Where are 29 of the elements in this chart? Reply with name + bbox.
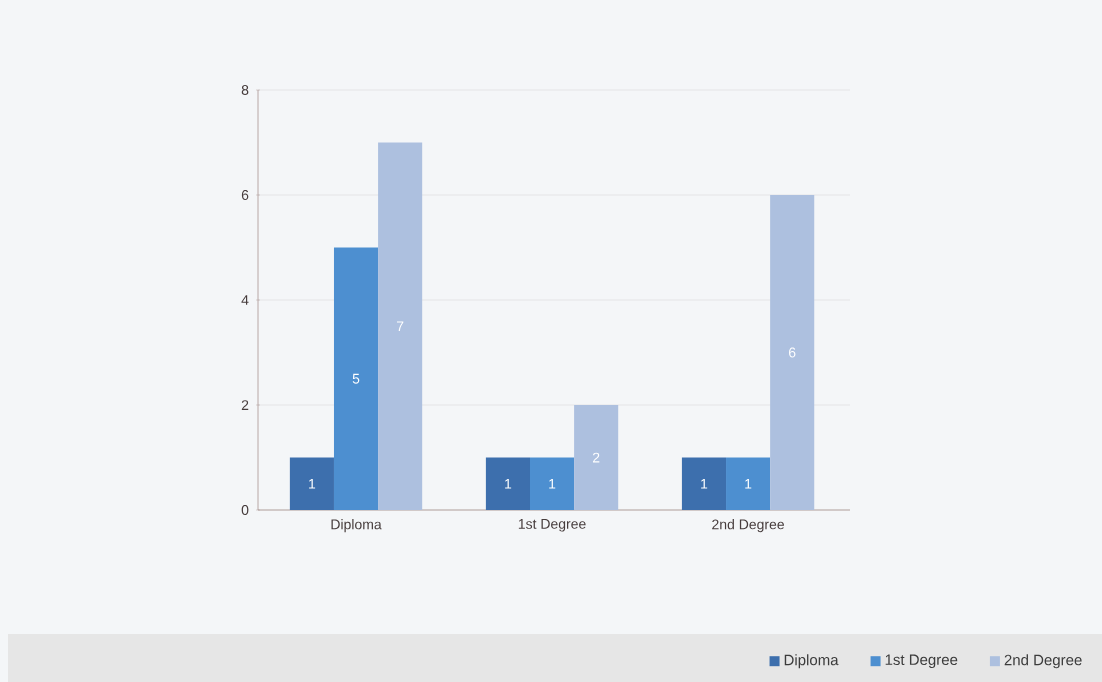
y-tick-label: 2 bbox=[241, 400, 249, 410]
legend-label: 2nd Degree bbox=[1004, 654, 1082, 669]
legend-label: Diploma bbox=[784, 654, 839, 669]
data-label: 7 bbox=[396, 321, 404, 332]
bar bbox=[770, 195, 815, 510]
data-label: 1 bbox=[745, 478, 752, 489]
data-label: 1 bbox=[309, 478, 316, 489]
y-tick-label: 8 bbox=[241, 85, 249, 95]
bar bbox=[485, 457, 530, 510]
data-label: 5 bbox=[352, 373, 360, 384]
bar bbox=[378, 142, 423, 510]
data-label: 1 bbox=[505, 478, 512, 489]
y-tick-label: 4 bbox=[241, 295, 249, 305]
data-label: 1 bbox=[701, 478, 708, 489]
data-label: 6 bbox=[789, 347, 796, 358]
x-tick-label: 1st Degree bbox=[518, 519, 586, 532]
bar bbox=[574, 405, 619, 510]
x-tick-label: 2nd Degree bbox=[712, 519, 784, 533]
x-tick-label: Diploma bbox=[331, 519, 382, 533]
y-tick-label: 0 bbox=[241, 505, 249, 515]
legend-label: 1st Degree bbox=[885, 654, 958, 668]
bar bbox=[289, 457, 334, 510]
data-label: 2 bbox=[592, 452, 600, 463]
bar bbox=[681, 457, 727, 510]
y-tick-label: 6 bbox=[241, 190, 249, 200]
bar bbox=[530, 457, 575, 510]
bar bbox=[333, 247, 379, 510]
data-label: 1 bbox=[549, 478, 556, 489]
bar bbox=[726, 457, 771, 510]
